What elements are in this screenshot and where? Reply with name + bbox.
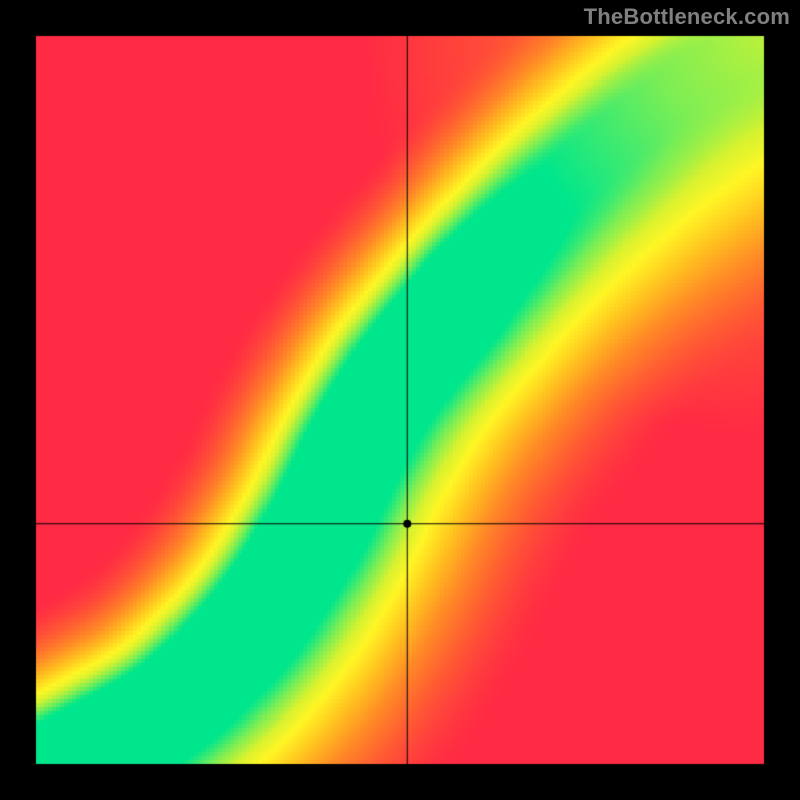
chart-container: TheBottleneck.com bbox=[0, 0, 800, 800]
watermark-text: TheBottleneck.com bbox=[584, 4, 790, 30]
bottleneck-heatmap bbox=[0, 0, 800, 800]
